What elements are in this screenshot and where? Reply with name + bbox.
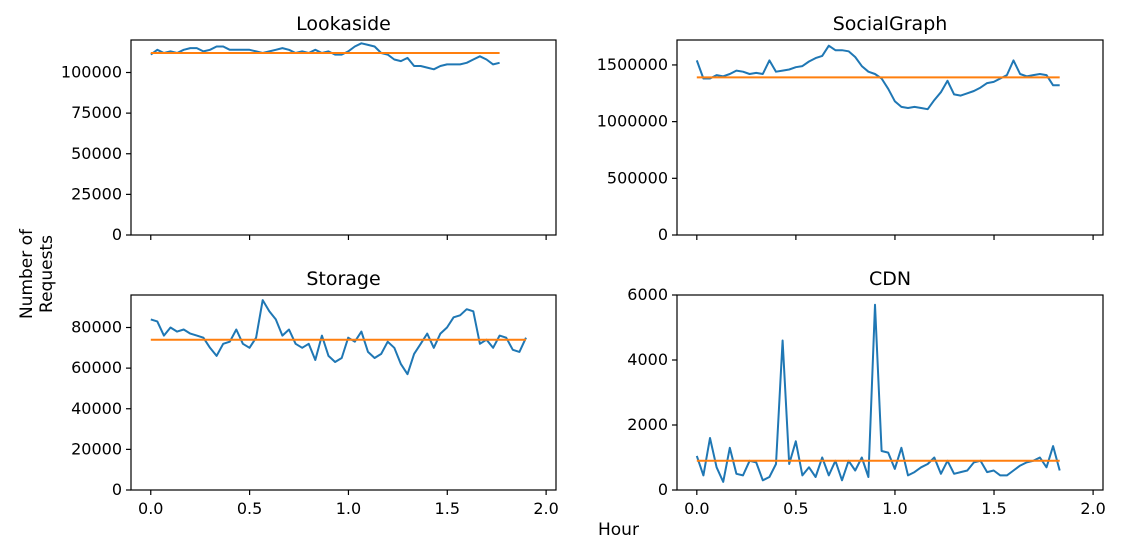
y-tick-label: 4000	[627, 350, 668, 369]
subplot-title: Lookaside	[296, 13, 391, 35]
y-tick-label: 0	[112, 225, 122, 244]
axes-frame	[676, 294, 1104, 491]
subplot-cdn: CDN 0 2000 4000 6000 0.0 0.5 1.0 1.5 2.0	[627, 268, 1106, 518]
y-tick-label: 25000	[71, 184, 122, 203]
axes-frame	[130, 294, 557, 491]
x-tick-label: 2.0	[533, 499, 558, 518]
observed-series-line	[695, 44, 1060, 111]
y-tick-label: 6000	[627, 285, 668, 304]
subplot-title: CDN	[869, 268, 911, 290]
y-tick-label: 60000	[71, 358, 122, 377]
y-tick-label: 20000	[71, 439, 122, 458]
observed-series-line	[695, 303, 1061, 483]
axes-frame	[130, 39, 557, 236]
y-tick-label: 75000	[71, 103, 122, 122]
y-tick-label: 0	[112, 480, 122, 499]
subplot-title: Storage	[306, 268, 380, 290]
x-tick-label: 1.5	[435, 499, 460, 518]
axes-frame	[676, 39, 1104, 236]
y-tick-label: 1500000	[597, 55, 668, 74]
x-tick-label: 1.5	[981, 499, 1006, 518]
subplot-lookaside: Lookaside 0 25000 50000 75000 100000	[61, 13, 557, 244]
subplot-storage: Storage 0 20000 40000 60000 80000 0.0 0.5 1.0 1.5…	[71, 268, 559, 518]
y-tick-label: 0	[658, 480, 668, 499]
x-tick-label: 1.0	[882, 499, 907, 518]
x-tick-label: 1.0	[336, 499, 361, 518]
x-tick-label: 0.5	[783, 499, 808, 518]
x-axis-label: Hour	[598, 520, 639, 540]
y-tick-label: 80000	[71, 318, 122, 337]
y-tick-label: 1000000	[597, 112, 668, 131]
y-tick-label: 500000	[607, 168, 668, 187]
y-tick-label: 40000	[71, 399, 122, 418]
y-tick-label: 100000	[61, 63, 122, 82]
observed-series-line	[150, 299, 527, 376]
y-tick-label: 0	[658, 225, 668, 244]
observed-series-line	[150, 42, 500, 71]
subplot-title: SocialGraph	[833, 13, 948, 35]
x-tick-label: 0.5	[237, 499, 262, 518]
y-tick-label: 2000	[627, 415, 668, 434]
subplot-socialgraph: SocialGraph 0 500000 1000000 1500000	[597, 13, 1104, 244]
y-tick-label: 50000	[71, 144, 122, 163]
x-tick-label: 2.0	[1080, 499, 1105, 518]
x-tick-label: 0.0	[684, 499, 709, 518]
x-tick-label: 0.0	[138, 499, 163, 518]
y-axis-label: Number of Requests	[17, 228, 57, 320]
